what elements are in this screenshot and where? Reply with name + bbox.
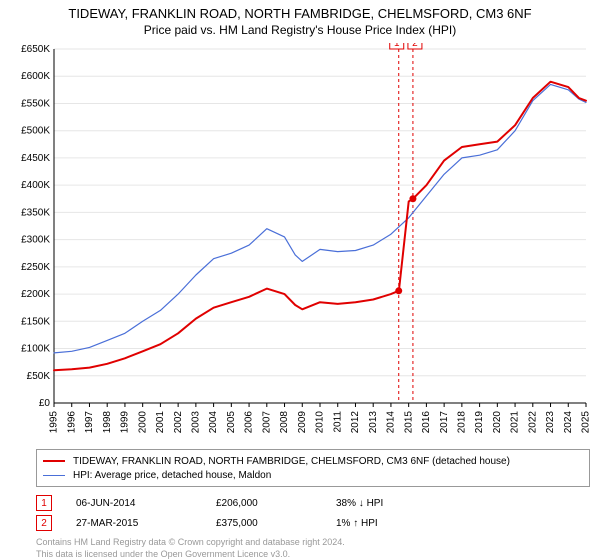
svg-text:2004: 2004	[208, 411, 219, 434]
svg-text:£50K: £50K	[27, 371, 51, 382]
svg-text:2018: 2018	[457, 411, 468, 434]
svg-text:2008: 2008	[279, 411, 290, 434]
svg-text:2010: 2010	[315, 411, 326, 434]
svg-text:2002: 2002	[173, 411, 184, 434]
attribution-line1: Contains HM Land Registry data © Crown c…	[36, 537, 590, 549]
svg-text:£250K: £250K	[21, 262, 50, 273]
chart-area: £0 £50K £100K £150K £200K £250K £300K £350K £400…	[10, 43, 590, 443]
svg-text:2020: 2020	[492, 411, 503, 434]
svg-text:2001: 2001	[155, 411, 166, 434]
svg-text:£500K: £500K	[21, 126, 50, 137]
sales-table: 1 06-JUN-2014£206,00038% ↓ HPI 2 27-MAR-201…	[36, 493, 590, 533]
legend-label: HPI: Average price, detached house, Mald…	[73, 470, 271, 481]
sale-marker-box: 2	[36, 515, 52, 531]
chart-svg: £0 £50K £100K £150K £200K £250K £300K £350K £400…	[10, 43, 590, 443]
svg-text:1995: 1995	[49, 411, 60, 434]
attribution-line2: This data is licensed under the Open Gov…	[36, 549, 590, 560]
legend-row: TIDEWAY, FRANKLIN ROAD, NORTH FAMBRIDGE,…	[43, 454, 583, 468]
sale-row: 1 06-JUN-2014£206,00038% ↓ HPI	[36, 493, 590, 513]
svg-text:£150K: £150K	[21, 316, 50, 327]
svg-text:1999: 1999	[120, 411, 131, 434]
legend-label: TIDEWAY, FRANKLIN ROAD, NORTH FAMBRIDGE,…	[73, 456, 510, 467]
svg-text:2009: 2009	[297, 411, 308, 434]
sale-pct-vs-hpi: 38% ↓ HPI	[336, 498, 456, 509]
svg-text:£600K: £600K	[21, 71, 50, 82]
svg-text:2019: 2019	[474, 411, 485, 434]
legend-box: TIDEWAY, FRANKLIN ROAD, NORTH FAMBRIDGE,…	[36, 449, 590, 487]
svg-text:2023: 2023	[545, 411, 556, 434]
legend-row: HPI: Average price, detached house, Mald…	[43, 468, 583, 482]
attribution: Contains HM Land Registry data © Crown c…	[36, 537, 590, 560]
svg-text:1: 1	[394, 43, 400, 49]
sale-row: 2 27-MAR-2015£375,0001% ↑ HPI	[36, 513, 590, 533]
svg-text:£300K: £300K	[21, 235, 50, 246]
legend-swatch	[43, 475, 65, 476]
svg-text:2022: 2022	[527, 411, 538, 434]
svg-text:2012: 2012	[350, 411, 361, 434]
svg-text:£200K: £200K	[21, 289, 50, 300]
svg-text:2013: 2013	[368, 411, 379, 434]
svg-text:2014: 2014	[386, 411, 397, 434]
svg-text:2000: 2000	[137, 411, 148, 434]
chart-title: TIDEWAY, FRANKLIN ROAD, NORTH FAMBRIDGE,…	[0, 0, 600, 21]
svg-text:1996: 1996	[66, 411, 77, 434]
svg-text:2005: 2005	[226, 411, 237, 434]
svg-text:2007: 2007	[261, 411, 272, 434]
sale-pct-vs-hpi: 1% ↑ HPI	[336, 518, 456, 529]
legend-swatch	[43, 460, 65, 462]
sale-date: 27-MAR-2015	[76, 518, 216, 529]
svg-text:2006: 2006	[244, 411, 255, 434]
svg-text:2016: 2016	[421, 411, 432, 434]
svg-text:£400K: £400K	[21, 180, 50, 191]
svg-text:1998: 1998	[102, 411, 113, 434]
svg-text:£450K: £450K	[21, 153, 50, 164]
svg-text:£550K: £550K	[21, 98, 50, 109]
svg-text:£100K: £100K	[21, 344, 50, 355]
sale-price: £375,000	[216, 518, 336, 529]
chart-subtitle: Price paid vs. HM Land Registry's House …	[0, 21, 600, 37]
sale-date: 06-JUN-2014	[76, 498, 216, 509]
svg-text:£0: £0	[39, 398, 51, 409]
svg-text:£350K: £350K	[21, 207, 50, 218]
svg-text:2021: 2021	[510, 411, 521, 434]
svg-text:£650K: £650K	[21, 44, 50, 55]
svg-text:2011: 2011	[332, 411, 343, 433]
svg-text:2025: 2025	[581, 411, 590, 434]
sale-price: £206,000	[216, 498, 336, 509]
sale-marker-box: 1	[36, 495, 52, 511]
svg-text:1997: 1997	[84, 411, 95, 434]
svg-text:2: 2	[412, 43, 418, 49]
svg-text:2017: 2017	[439, 411, 450, 434]
svg-text:2015: 2015	[403, 411, 414, 434]
svg-text:2024: 2024	[563, 411, 574, 434]
svg-text:2003: 2003	[191, 411, 202, 434]
